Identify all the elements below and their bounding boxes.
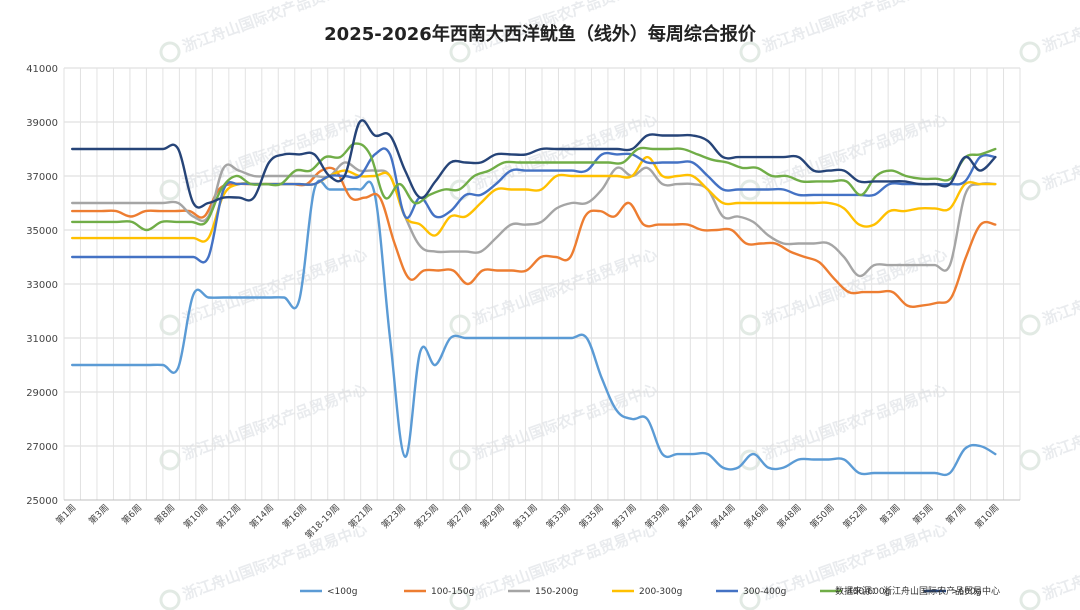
watermark: 浙江舟山国际农产品贸易中心 bbox=[1019, 0, 1080, 63]
watermark-logo-icon bbox=[1019, 449, 1041, 471]
watermark: 浙江舟山国际农产品贸易中心 bbox=[159, 245, 369, 336]
watermark-logo-icon bbox=[159, 314, 181, 336]
x-tick-label: 第29周 bbox=[478, 502, 507, 531]
watermark-logo-icon bbox=[449, 314, 471, 336]
x-tick-label: 第7周 bbox=[943, 502, 968, 527]
watermark-logo-icon bbox=[159, 179, 181, 201]
x-tick-label: 第33周 bbox=[544, 502, 573, 531]
watermark-logo-icon bbox=[449, 449, 471, 471]
x-tick-label: 第52周 bbox=[840, 502, 869, 531]
watermark-text: 浙江舟山国际农产品贸易中心 bbox=[1040, 380, 1080, 464]
series-line-3 bbox=[71, 155, 997, 243]
legend: <100g 100-150g 150-200g 200-300g 300-400g 400… bbox=[300, 587, 981, 597]
x-tick-label: 第46周 bbox=[741, 502, 770, 531]
x-tick-label: 第44周 bbox=[708, 502, 737, 531]
x-tick-label: 第3周 bbox=[86, 502, 111, 527]
series-line-2 bbox=[71, 161, 997, 278]
watermark: 浙江舟山国际农产品贸易中心 bbox=[739, 0, 949, 63]
x-tick-label: 第5周 bbox=[910, 502, 935, 527]
watermark-logo-icon bbox=[1019, 589, 1041, 610]
watermark-logo-icon bbox=[1019, 41, 1041, 63]
watermark: 浙江舟山国际农产品贸易中心 bbox=[1019, 245, 1080, 336]
x-tick-label: 第14周 bbox=[247, 502, 276, 531]
watermark-text: 浙江舟山国际农产品贸易中心 bbox=[1040, 110, 1080, 194]
y-tick-label: 29000 bbox=[26, 388, 58, 399]
x-tick-label: 第6周 bbox=[119, 502, 144, 527]
legend-label: 200-300g bbox=[639, 587, 682, 597]
watermark-text: 浙江舟山国际农产品贸易中心 bbox=[1040, 520, 1080, 604]
watermark-logo-icon bbox=[449, 589, 471, 610]
watermark: 浙江舟山国际农产品贸易中心 bbox=[159, 110, 369, 201]
watermark: 浙江舟山国际农产品贸易中心 bbox=[739, 380, 949, 471]
watermark-logo-icon bbox=[739, 314, 761, 336]
x-tick-label: 第31周 bbox=[511, 502, 540, 531]
watermark-text: 浙江舟山国际农产品贸易中心 bbox=[760, 0, 949, 56]
x-tick-label: 第50周 bbox=[807, 502, 836, 531]
watermark-logo-icon bbox=[159, 449, 181, 471]
legend-label: 400-600g bbox=[847, 587, 890, 597]
series-line-6 bbox=[71, 119, 997, 209]
series-line-4 bbox=[71, 147, 997, 264]
source-note: 数据来源： 浙江舟山国际农产品贸易中心 bbox=[835, 585, 1000, 597]
x-tick-label: 第12周 bbox=[214, 502, 243, 531]
watermark-logo-icon bbox=[739, 41, 761, 63]
y-tick-label: 37000 bbox=[26, 172, 58, 183]
watermark: 浙江舟山国际农产品贸易中心 bbox=[739, 110, 949, 201]
y-tick-label: 33000 bbox=[26, 280, 58, 291]
x-tick-label: 第8周 bbox=[152, 502, 177, 527]
series-line-5 bbox=[71, 142, 997, 232]
x-tick-label: 第42周 bbox=[675, 502, 704, 531]
watermark: 浙江舟山国际农产品贸易中心 bbox=[449, 245, 659, 336]
watermark-logo-icon bbox=[1019, 314, 1041, 336]
x-tick-label: 第3周 bbox=[877, 502, 902, 527]
watermark: 浙江舟山国际农产品贸易中心 bbox=[449, 380, 659, 471]
chart-title: 2025-2026年西南大西洋鱿鱼（线外）每周综合报价 bbox=[324, 23, 757, 45]
y-tick-label: 25000 bbox=[26, 496, 58, 507]
legend-label: <100g bbox=[327, 587, 357, 597]
watermark: 浙江舟山国际农产品贸易中心 bbox=[1019, 380, 1080, 471]
legend-label: >600g bbox=[951, 587, 981, 597]
legend-label: 300-400g bbox=[743, 587, 786, 597]
legend-label: 150-200g bbox=[535, 587, 578, 597]
y-tick-label: 27000 bbox=[26, 442, 58, 453]
x-tick-label: 第27周 bbox=[445, 502, 474, 531]
watermark-text: 浙江舟山国际农产品贸易中心 bbox=[470, 380, 659, 464]
watermark-logo-icon bbox=[1019, 179, 1041, 201]
x-tick-label: 第48周 bbox=[774, 502, 803, 531]
watermark-text: 浙江舟山国际农产品贸易中心 bbox=[1040, 245, 1080, 329]
x-tick-label: 第10周 bbox=[181, 502, 210, 531]
x-tick-label: 第39周 bbox=[642, 502, 671, 531]
series-lines bbox=[71, 119, 997, 477]
legend-label: 100-150g bbox=[431, 587, 474, 597]
watermark-text: 浙江舟山国际农产品贸易中心 bbox=[470, 245, 659, 329]
watermark: 浙江舟山国际农产品贸易中心 bbox=[449, 110, 659, 201]
x-tick-label: 第25周 bbox=[412, 502, 441, 531]
watermark-logo-icon bbox=[739, 589, 761, 610]
watermark: 浙江舟山国际农产品贸易中心 bbox=[1019, 110, 1080, 201]
watermark: 浙江舟山国际农产品贸易中心 bbox=[1019, 520, 1080, 610]
x-tick-label: 第23周 bbox=[379, 502, 408, 531]
watermark-logo-icon bbox=[159, 41, 181, 63]
watermark: 浙江舟山国际农产品贸易中心 bbox=[159, 380, 369, 471]
watermark-logo-icon bbox=[159, 589, 181, 610]
grid bbox=[63, 67, 1021, 501]
watermark-text: 浙江舟山国际农产品贸易中心 bbox=[1040, 0, 1080, 56]
x-tick-label: 第16周 bbox=[280, 502, 309, 531]
x-tick-label: 第10周 bbox=[972, 502, 1001, 531]
x-tick-label: 第35周 bbox=[576, 502, 605, 531]
series-line-0 bbox=[71, 179, 997, 477]
watermark-logo-icon bbox=[739, 179, 761, 201]
y-tick-label: 31000 bbox=[26, 334, 58, 345]
watermark-logo-icon bbox=[739, 449, 761, 471]
y-tick-label: 35000 bbox=[26, 226, 58, 237]
watermark-text: 浙江舟山国际农产品贸易中心 bbox=[180, 380, 369, 464]
y-tick-label: 39000 bbox=[26, 118, 58, 129]
watermark-logo-icon bbox=[449, 41, 471, 63]
y-tick-label: 41000 bbox=[26, 64, 58, 75]
